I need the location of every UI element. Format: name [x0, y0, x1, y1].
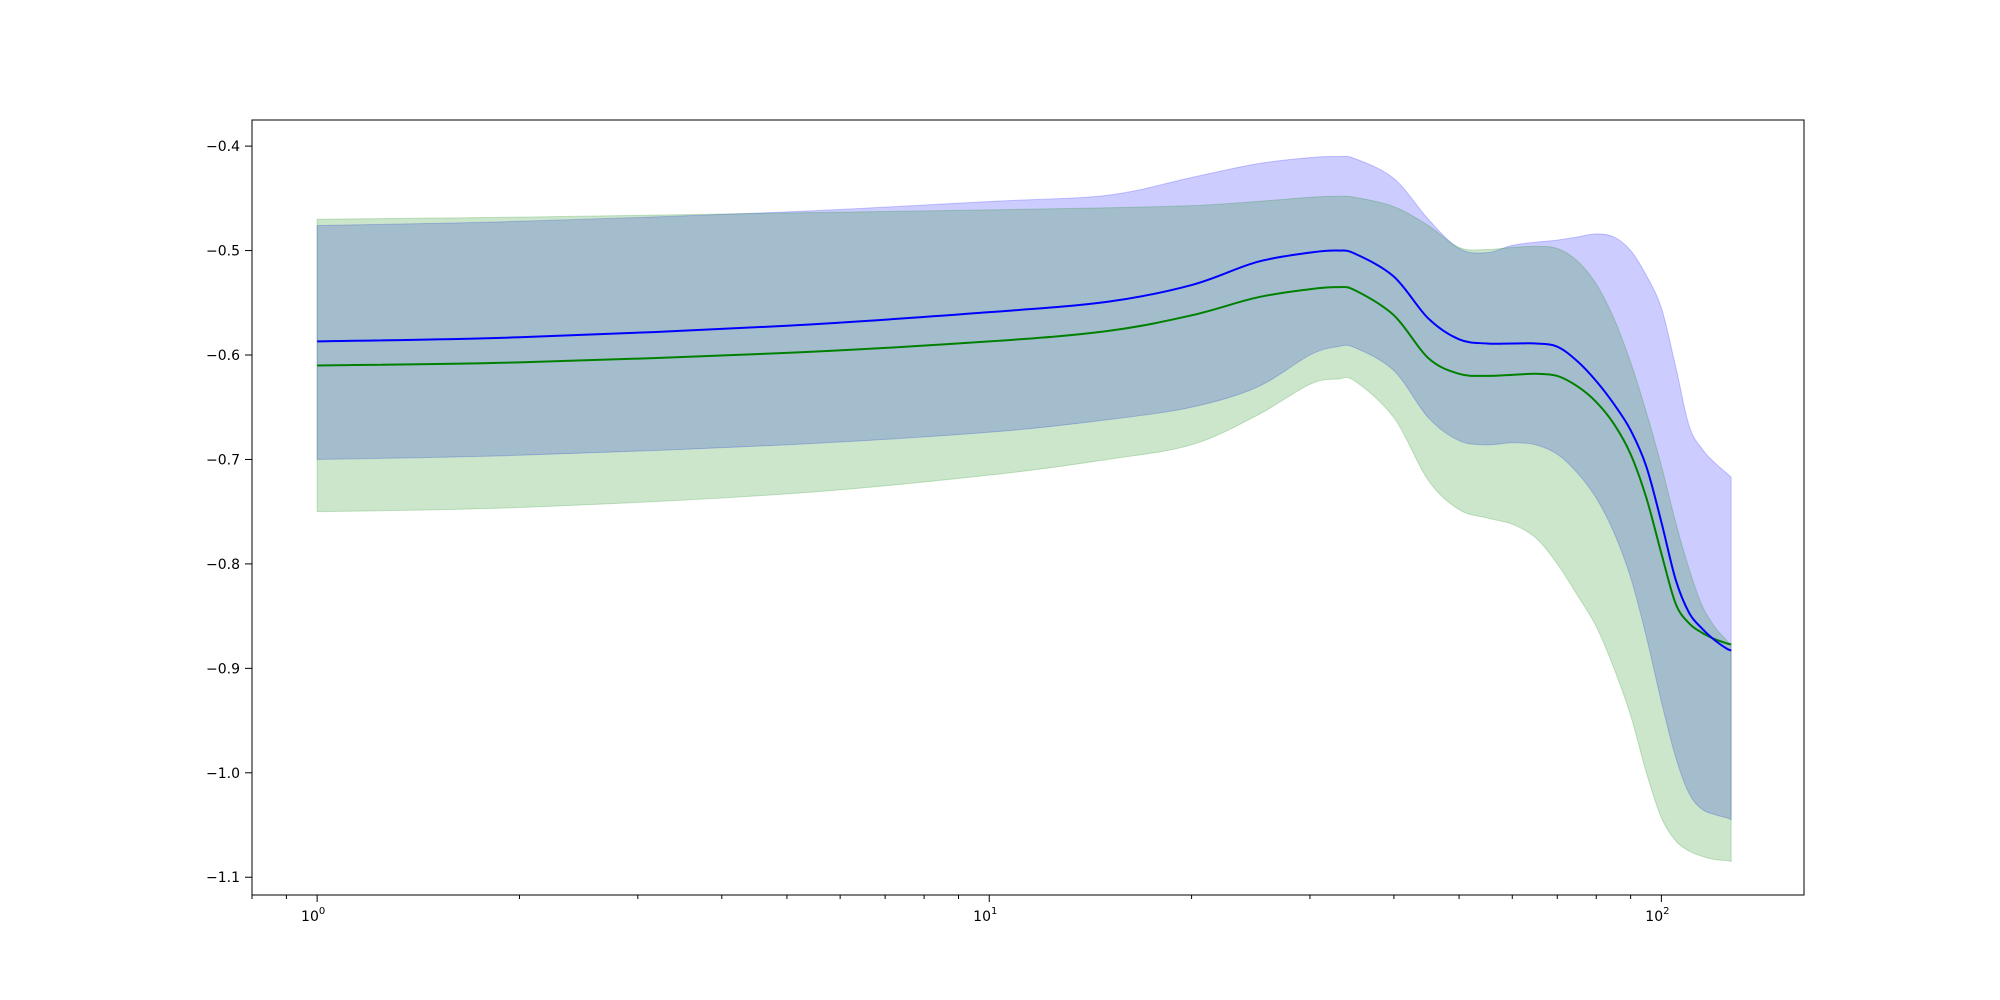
x-tick-label: 102 [1645, 906, 1669, 925]
blue-series-line [317, 249, 1732, 652]
x-tick-label: 101 [973, 906, 997, 925]
y-tick-label: −0.5 [206, 244, 240, 260]
plot-area-frame [251, 119, 1805, 896]
green-series-line [317, 285, 1732, 646]
y-tick-label: −0.9 [206, 661, 240, 677]
y-tick-label: −1.1 [206, 870, 240, 886]
blue-confidence-band [316, 155, 1732, 821]
confidence-bands [316, 155, 1732, 863]
y-tick-label: −0.7 [206, 452, 240, 468]
y-tick-label: −1.0 [206, 766, 240, 782]
y-axis-ticks: −0.4 −0.5 −0.6 −0.7 −0.8 −0.9 −1.0 −1.1 [206, 139, 252, 886]
y-tick-label: −0.6 [206, 348, 240, 364]
green-confidence-band [316, 195, 1732, 863]
y-tick-label: −0.4 [206, 139, 240, 155]
x-axis-ticks: 100 101 102 [251, 895, 1669, 925]
y-tick-label: −0.8 [206, 557, 240, 573]
x-tick-label: 100 [301, 906, 325, 925]
series-lines [317, 249, 1732, 652]
